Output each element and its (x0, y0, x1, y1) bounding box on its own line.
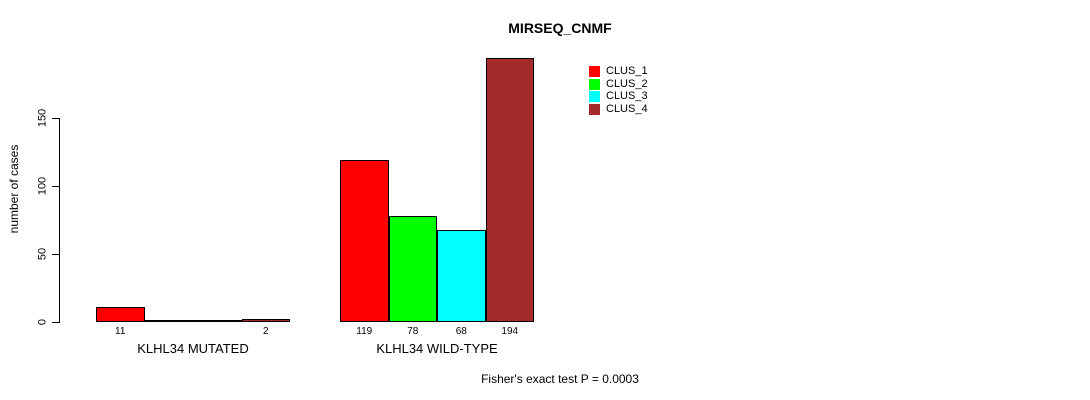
bar-clus_4 (485, 58, 534, 322)
legend-item-clus_3: CLUS_3 (589, 91, 648, 102)
y-axis-tick-label: 50 (36, 247, 49, 261)
bar-value-label: 119 (356, 326, 373, 337)
legend-item-clus_2: CLUS_2 (589, 77, 648, 90)
bar-clus_1 (96, 307, 145, 322)
bar-value-label: 78 (407, 326, 419, 337)
x-group-label: KLHL34 MUTATED (137, 341, 249, 356)
legend-swatch-clus_2 (589, 78, 600, 90)
bar-value-label: 194 (501, 326, 519, 337)
bar-clus_2 (388, 216, 437, 322)
bar-clus_3 (193, 320, 242, 322)
legend-swatch-clus_4 (589, 103, 600, 115)
chart-title: MIRSEQ_CNMF (508, 20, 612, 36)
bar-clus_4 (241, 319, 290, 322)
bar-value-label: 11 (115, 326, 126, 337)
bar-clus_2 (144, 320, 193, 322)
x-group-label: KLHL34 WILD-TYPE (376, 341, 498, 356)
y-axis-line (59, 118, 60, 323)
y-axis-tick (52, 254, 59, 255)
bar-value-label: 2 (262, 326, 269, 337)
legend-item-clus_4: CLUS_4 (589, 102, 648, 115)
legend-swatch-clus_3 (589, 91, 600, 102)
y-axis-tick-label: 100 (36, 176, 49, 196)
legend-label: CLUS_3 (606, 90, 648, 102)
y-axis-tick (52, 186, 59, 187)
bar-clus_1 (340, 160, 389, 322)
y-axis-tick-label: 0 (36, 318, 49, 326)
legend-label: CLUS_1 (606, 65, 648, 77)
bar-clus_3 (437, 230, 486, 322)
y-axis-label: number of cases (7, 144, 21, 234)
y-axis-tick-label: 150 (36, 108, 49, 128)
fisher-test-annotation: Fisher's exact test P = 0.0003 (481, 372, 639, 386)
legend-label: CLUS_4 (606, 102, 648, 115)
legend: CLUS_1 CLUS_2 CLUS_3 CLUS_4 (589, 66, 648, 116)
y-axis-tick (52, 118, 59, 119)
y-axis-tick (52, 322, 59, 323)
bar-value-label: 68 (455, 326, 467, 337)
legend-item-clus_1: CLUS_1 (589, 66, 648, 77)
legend-swatch-clus_1 (589, 66, 600, 77)
legend-label: CLUS_2 (606, 77, 648, 90)
